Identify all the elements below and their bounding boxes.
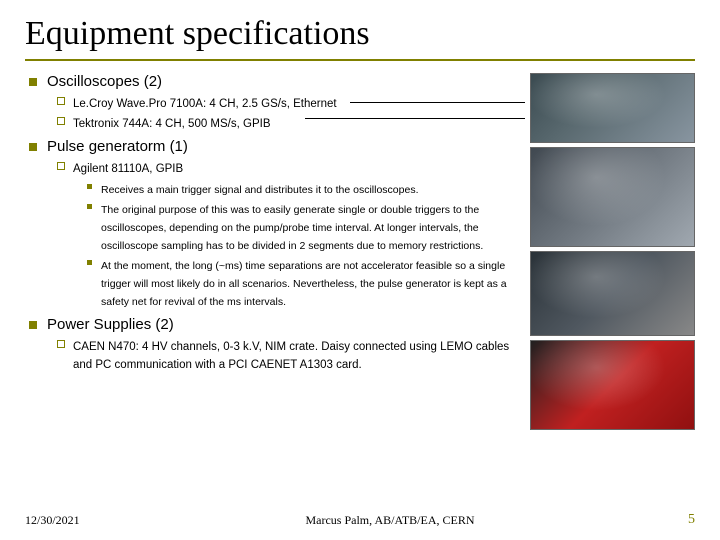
list-item: Tektronix 744A: 4 CH, 500 MS/s, GPIB (47, 114, 520, 132)
section-label: Oscilloscopes (2) (47, 73, 162, 90)
section-pulse-generator: Pulse generatorm (1) Agilent 81110A, GPI… (25, 138, 520, 310)
footer: 12/30/2021 Marcus Palm, AB/ATB/EA, CERN … (25, 512, 695, 528)
sub-item: The original purpose of this was to easi… (73, 200, 520, 254)
footer-author: Marcus Palm, AB/ATB/EA, CERN (115, 513, 665, 528)
equipment-photo-3 (530, 251, 695, 336)
connector-line-2 (305, 118, 525, 119)
connector-line-1 (350, 102, 525, 103)
item-label: Agilent 81110A, GPIB (73, 163, 183, 175)
list-item: Agilent 81110A, GPIB Receives a main tri… (47, 159, 520, 310)
item-label: Tektronix 744A: 4 CH, 500 MS/s, GPIB (73, 118, 271, 130)
list-item: CAEN N470: 4 HV channels, 0-3 k.V, NIM c… (47, 337, 520, 373)
sub-item: Receives a main trigger signal and distr… (73, 180, 520, 198)
item-label: Le.Croy Wave.Pro 7100A: 4 CH, 2.5 GS/s, … (73, 98, 337, 110)
sub-item-text: Receives a main trigger signal and distr… (101, 184, 419, 196)
equipment-photo-1 (530, 73, 695, 143)
sub-item-text: The original purpose of this was to easi… (101, 204, 483, 252)
content-area: Oscilloscopes (2) Le.Croy Wave.Pro 7100A… (25, 73, 695, 430)
slide: Equipment specifications Oscilloscopes (… (0, 0, 720, 540)
section-label: Power Supplies (2) (47, 316, 174, 333)
sub-item: At the moment, the long (~ms) time separ… (73, 256, 520, 310)
footer-page-number: 5 (665, 512, 695, 528)
list-item: Le.Croy Wave.Pro 7100A: 4 CH, 2.5 GS/s, … (47, 94, 520, 112)
item-label: CAEN N470: 4 HV channels, 0-3 k.V, NIM c… (73, 341, 509, 371)
text-column: Oscilloscopes (2) Le.Croy Wave.Pro 7100A… (25, 73, 520, 430)
section-power-supplies: Power Supplies (2) CAEN N470: 4 HV chann… (25, 316, 520, 373)
equipment-photo-2 (530, 147, 695, 247)
image-column (530, 73, 695, 430)
equipment-photo-4 (530, 340, 695, 430)
footer-date: 12/30/2021 (25, 513, 115, 528)
page-title: Equipment specifications (25, 15, 695, 61)
sub-item-text: At the moment, the long (~ms) time separ… (101, 260, 507, 308)
section-label: Pulse generatorm (1) (47, 138, 188, 155)
